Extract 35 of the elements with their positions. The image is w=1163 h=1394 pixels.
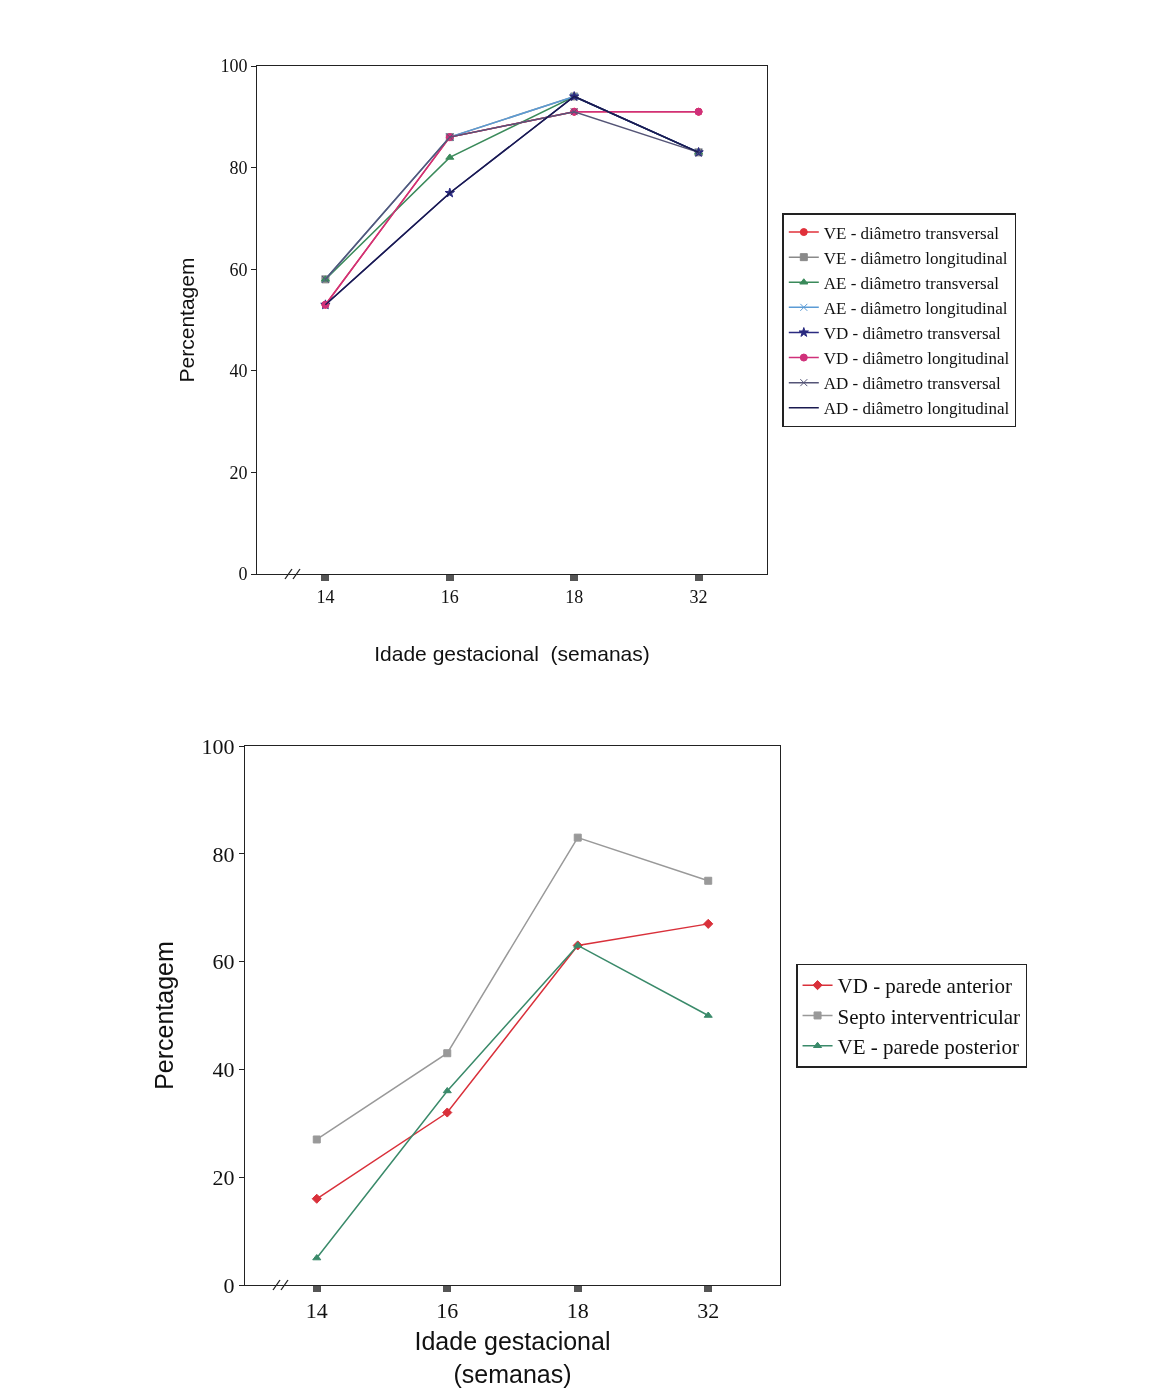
x-tick-label: 16 bbox=[440, 586, 459, 607]
legend-label: VD - diâmetro transversal bbox=[823, 324, 1002, 344]
x-tick-label: 14 bbox=[316, 586, 335, 607]
legend-label: VD - diâmetro longitudinal bbox=[823, 349, 1010, 369]
legend-label: VE - diâmetro longitudinal bbox=[823, 248, 1008, 268]
y-tick-label: 20 bbox=[229, 462, 248, 483]
y-tick-label: 100 bbox=[201, 733, 235, 759]
y-axis-title: Percentagem bbox=[174, 257, 198, 383]
y-tick-label: 60 bbox=[229, 259, 248, 280]
y-tick-label: 40 bbox=[229, 361, 248, 382]
y-tick-label: 0 bbox=[223, 1272, 235, 1298]
y-tick-label: 20 bbox=[212, 1164, 235, 1190]
legend-label: VE - parede posterior bbox=[837, 1034, 1019, 1059]
x-tick-label: 18 bbox=[566, 1298, 589, 1324]
y-axis-title: Percentagem bbox=[150, 941, 179, 1090]
legend-label: Septo interventricular bbox=[837, 1004, 1021, 1029]
legend-label: VE - diâmetro transversal bbox=[823, 223, 1000, 243]
y-tick-label: 80 bbox=[212, 841, 235, 867]
y-tick-label: 80 bbox=[229, 157, 248, 178]
legend-label: AE - diâmetro longitudinal bbox=[823, 298, 1008, 318]
x-tick-label: 32 bbox=[697, 1298, 720, 1324]
legend-label: AD - diâmetro longitudinal bbox=[823, 399, 1010, 419]
y-tick-label: 0 bbox=[238, 564, 248, 585]
x-tick-label: 16 bbox=[436, 1298, 459, 1324]
y-tick-label: 60 bbox=[212, 949, 235, 975]
x-tick-label: 18 bbox=[565, 586, 584, 607]
y-tick-label: 100 bbox=[220, 56, 248, 77]
x-axis-title: Idade gestacional (semanas) bbox=[374, 641, 650, 665]
x-axis-title: Idade gestacional (semanas) bbox=[414, 1327, 611, 1388]
x-tick-label: 32 bbox=[689, 586, 708, 607]
y-tick-label: 40 bbox=[212, 1057, 235, 1083]
legend-label: AD - diâmetro transversal bbox=[823, 374, 1002, 394]
legend-label: VD - parede anterior bbox=[837, 974, 1012, 999]
legend-label: AE - diâmetro transversal bbox=[823, 273, 1000, 293]
x-tick-label: 14 bbox=[305, 1298, 328, 1324]
